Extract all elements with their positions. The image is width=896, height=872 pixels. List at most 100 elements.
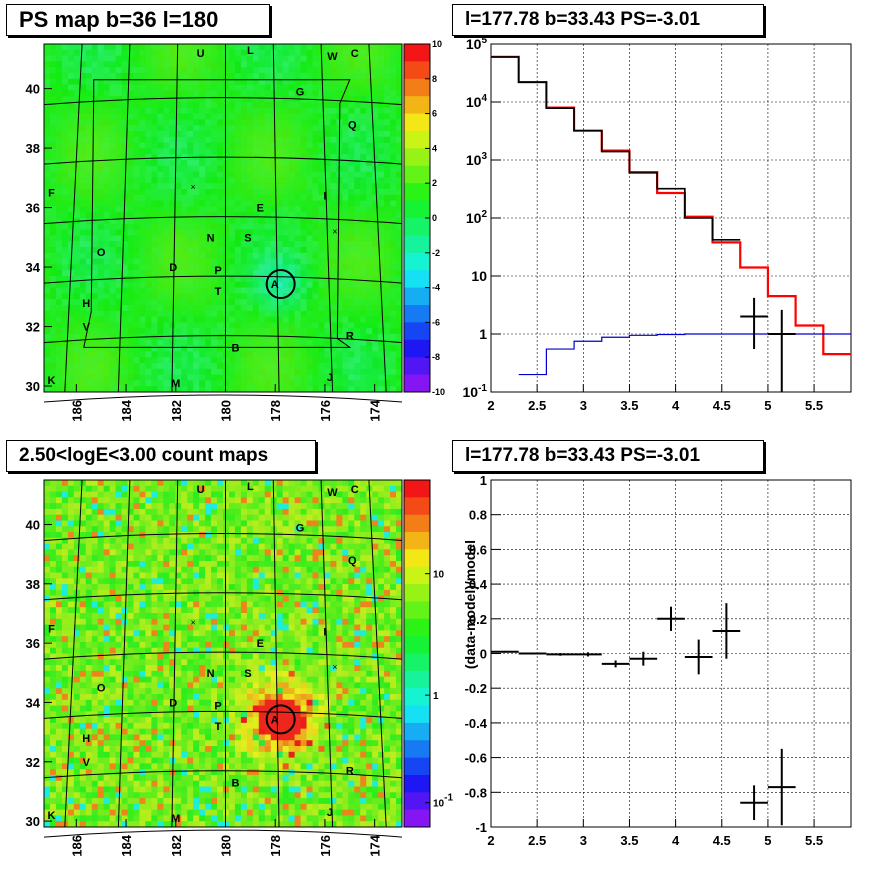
x-tick-label: 176 bbox=[318, 835, 333, 857]
latitude-line bbox=[43, 335, 403, 344]
y-axis-label: (data-model)/model bbox=[462, 540, 478, 669]
x-tick-label: 174 bbox=[368, 399, 383, 421]
longitude-line bbox=[272, 479, 280, 828]
colorbar-cell bbox=[404, 757, 430, 776]
x-tick-label: 184 bbox=[119, 834, 134, 856]
colorbar-cell bbox=[404, 357, 430, 376]
region-outline bbox=[83, 79, 352, 348]
colorbar-tick-label: 1 bbox=[433, 691, 439, 702]
y-tick-label: 0.4 bbox=[469, 577, 488, 592]
region-label: E bbox=[257, 203, 264, 215]
x-tick-label: 3.5 bbox=[620, 398, 638, 413]
longitude-line bbox=[368, 43, 387, 393]
region-label: Q bbox=[348, 119, 357, 131]
x-tick-label: 180 bbox=[218, 835, 233, 857]
colorbar-tick-label: 4 bbox=[432, 143, 437, 153]
y-tick-label: 40 bbox=[26, 82, 40, 97]
y-tick-label: 103 bbox=[466, 151, 488, 168]
y-tick-label: 10 bbox=[471, 268, 487, 284]
longitude-line bbox=[117, 43, 131, 393]
latitude-line bbox=[43, 97, 403, 106]
y-tick-label: 36 bbox=[26, 636, 40, 651]
colorbar-cell bbox=[404, 252, 430, 271]
region-label: I bbox=[323, 191, 326, 203]
colorbar-tick-label: 6 bbox=[432, 109, 437, 119]
region-label: U bbox=[197, 48, 205, 60]
count-map-title: 2.50<logE<3.00 count maps bbox=[6, 440, 316, 472]
latitude-line bbox=[43, 533, 403, 541]
colorbar-tick-label: 10 bbox=[432, 39, 442, 49]
region-label: K bbox=[47, 810, 55, 822]
latitude-line bbox=[43, 651, 403, 660]
ps-map-title: PS map b=36 l=180 bbox=[6, 4, 270, 36]
colorbar-tick-label: -4 bbox=[432, 283, 440, 293]
spectrum-title: l=177.78 b=33.43 PS=-3.01 bbox=[452, 4, 764, 36]
region-label: W bbox=[327, 487, 338, 499]
colorbar-cell bbox=[404, 809, 430, 828]
y-tick-label: -0.2 bbox=[465, 681, 487, 696]
y-tick-label: 102 bbox=[466, 209, 488, 226]
y-tick-label: -0.4 bbox=[465, 716, 488, 731]
colorbar-cell bbox=[404, 653, 430, 672]
colorbar-cell bbox=[404, 183, 430, 202]
region-label: E bbox=[257, 638, 264, 650]
region-label: V bbox=[83, 757, 91, 769]
y-tick-label: -0.6 bbox=[465, 751, 487, 766]
region-label: L bbox=[247, 45, 254, 57]
x-tick-label: 4.5 bbox=[713, 398, 731, 413]
series-step-line bbox=[518, 333, 851, 376]
region-label: M bbox=[171, 378, 180, 390]
source-circle bbox=[265, 269, 296, 300]
y-tick-label: 1 bbox=[480, 473, 487, 488]
heatmap-cells bbox=[44, 44, 403, 393]
colorbar-cell bbox=[404, 235, 430, 254]
region-label: J bbox=[327, 807, 333, 819]
region-label: G bbox=[296, 522, 305, 534]
x-tick-label: 184 bbox=[119, 399, 134, 421]
region-label: R bbox=[346, 766, 354, 778]
heatmap-cells bbox=[44, 480, 403, 828]
longitude-line bbox=[368, 479, 387, 828]
x-tick-label: 180 bbox=[218, 400, 233, 422]
x-tick-label: 3 bbox=[580, 398, 587, 413]
colorbar-cell bbox=[404, 740, 430, 759]
region-label: D bbox=[169, 262, 177, 274]
x-tick-label: 4 bbox=[672, 398, 680, 413]
region-label: B bbox=[231, 342, 239, 354]
region-label: M bbox=[171, 813, 180, 825]
region-label: T bbox=[215, 286, 222, 298]
latitude-line bbox=[43, 156, 403, 165]
colorbar-cell bbox=[404, 618, 430, 637]
longitude-line bbox=[272, 43, 280, 393]
region-label: W bbox=[327, 51, 338, 63]
grid-lines bbox=[491, 480, 851, 827]
region-label: G bbox=[296, 87, 305, 99]
x-tick-label: 2 bbox=[487, 833, 494, 848]
colorbar-cell bbox=[404, 705, 430, 724]
colorbar-cell bbox=[404, 532, 430, 550]
x-tick-label: 2 bbox=[487, 398, 494, 413]
x-tick-label: 5 bbox=[764, 833, 771, 848]
y-tick-label: 0.6 bbox=[469, 542, 487, 557]
colorbar-cell bbox=[404, 339, 430, 358]
colorbar-cell bbox=[404, 61, 430, 80]
x-tick-label: 182 bbox=[169, 835, 184, 857]
y-tick-label: 30 bbox=[26, 814, 40, 829]
colorbar-tick-label: 8 bbox=[432, 74, 437, 84]
y-tick-label: -0.8 bbox=[465, 785, 487, 800]
colorbar-cell bbox=[404, 131, 430, 149]
region-label: C bbox=[351, 484, 359, 496]
colorbar-cell bbox=[404, 688, 430, 707]
y-tick-label: 10-1 bbox=[463, 383, 488, 400]
x-tick-label: 4.5 bbox=[713, 833, 731, 848]
cross-marker: × bbox=[332, 662, 337, 672]
y-tick-label: 0.2 bbox=[469, 612, 487, 627]
colorbar-cell bbox=[404, 584, 430, 602]
longitude-line bbox=[320, 479, 334, 828]
cross-marker: × bbox=[191, 617, 196, 627]
region-label: L bbox=[247, 481, 254, 493]
y-tick-label: 34 bbox=[26, 695, 41, 710]
y-tick-label: 40 bbox=[26, 517, 40, 532]
y-tick-label: 38 bbox=[26, 141, 40, 156]
